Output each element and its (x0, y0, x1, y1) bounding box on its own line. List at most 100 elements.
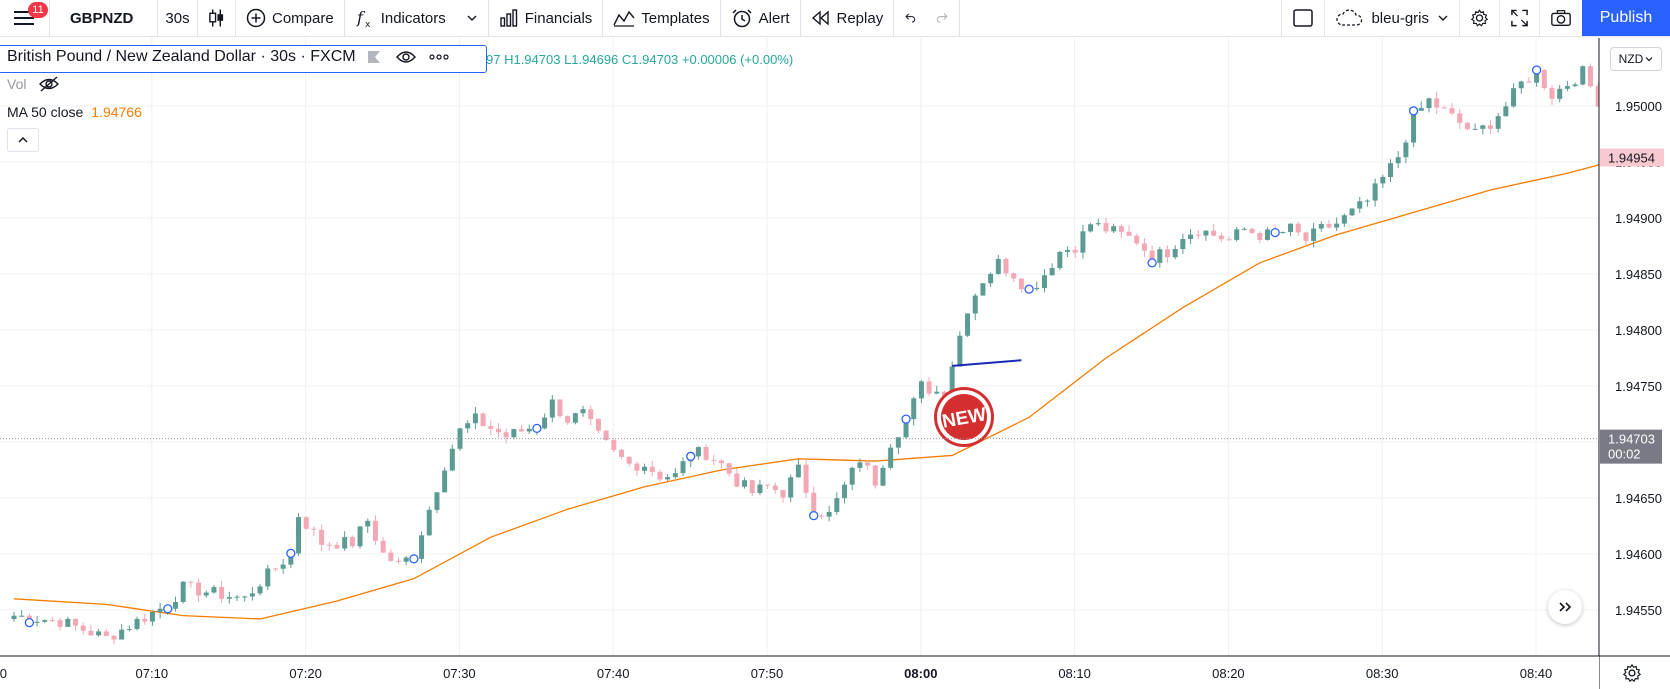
event-marker (24, 617, 35, 628)
candle-body (1380, 176, 1386, 184)
candle-body (880, 467, 886, 486)
templates-button[interactable]: Templates (603, 0, 721, 36)
candle-body (526, 428, 532, 432)
candle-body (49, 620, 55, 622)
candle-body (1372, 183, 1378, 201)
price-tick-label: 1.94900 (1615, 211, 1662, 226)
candle-body (357, 526, 363, 547)
currency-label: NZD (1618, 52, 1644, 66)
fullscreen-button[interactable] (1500, 0, 1540, 36)
candle-body (34, 621, 40, 623)
publish-button[interactable]: Publish (1582, 0, 1670, 36)
candle-body (1211, 230, 1217, 236)
undo-button[interactable] (894, 0, 926, 36)
candle-body (1280, 232, 1286, 234)
compare-button[interactable]: Compare (236, 0, 345, 36)
candle-body (1049, 268, 1055, 276)
financials-button[interactable]: Financials (489, 0, 604, 36)
candle-body (1195, 234, 1201, 236)
series-legend[interactable]: British Pound / New Zealand Dollar · 30s… (7, 48, 450, 66)
candle-body (626, 456, 632, 464)
rewind-icon (811, 10, 829, 26)
replay-button[interactable]: Replay (801, 0, 895, 36)
candle-body (511, 429, 517, 438)
layout-button[interactable] (1281, 0, 1326, 36)
candle-body (11, 615, 17, 620)
candle-body (903, 419, 909, 438)
trendline-layer (952, 359, 1022, 367)
templates-icon (613, 10, 635, 27)
candle-body (1388, 163, 1394, 177)
candle-body (865, 462, 871, 466)
main-menu-button[interactable]: 11 (0, 0, 50, 36)
time-tick-label: 08:10 (1058, 666, 1091, 681)
candle-body (1564, 86, 1570, 89)
interval-button[interactable]: 30s (158, 0, 198, 36)
candle-body (495, 428, 501, 433)
price-chart[interactable]: NEW 1.945501.946001.946501.947001.947501… (0, 38, 1670, 689)
candle-body (649, 466, 655, 472)
candle-body (765, 484, 771, 486)
price-axis[interactable]: 1.945501.946001.946501.947001.947501.948… (1598, 38, 1670, 689)
event-marker (1147, 258, 1157, 268)
time-tick-label: 07:30 (443, 666, 476, 681)
event-marker (532, 423, 542, 434)
layout-save-button[interactable]: bleu-gris (1325, 0, 1460, 36)
candle-body (1580, 66, 1586, 85)
price-tick-label: 1.94750 (1615, 379, 1662, 394)
candle-body (1188, 234, 1194, 240)
volume-legend[interactable]: Vol (7, 76, 60, 92)
candle-body (1426, 98, 1432, 109)
redo-button[interactable] (926, 0, 961, 36)
hamburger-icon (13, 11, 34, 25)
legend-collapse-button[interactable] (7, 128, 39, 152)
scroll-to-realtime-button[interactable] (1548, 590, 1582, 624)
double-chevron-right-icon (1559, 602, 1572, 612)
candle-body (1595, 86, 1601, 107)
candle-body (1349, 208, 1355, 216)
currency-selector[interactable]: NZD (1610, 47, 1662, 71)
settings-button[interactable] (1460, 0, 1500, 36)
candles-layer (11, 63, 1655, 645)
more-icon[interactable] (428, 49, 450, 65)
candle-body (403, 557, 409, 562)
symbol-search-button[interactable]: GBPNZD (50, 0, 158, 36)
flag-icon[interactable] (366, 49, 382, 65)
candle-body (995, 258, 1001, 274)
chart-settings-button[interactable] (1622, 663, 1642, 688)
ma-legend[interactable]: MA 50 close 1.94766 (7, 104, 142, 120)
price-tick-label: 1.94850 (1615, 267, 1662, 282)
candle-body (980, 283, 986, 296)
candle-body (780, 490, 786, 498)
redo-icon (937, 13, 948, 23)
candle-body (419, 535, 425, 559)
fullscreen-icon (1511, 9, 1528, 27)
candle-body (857, 462, 863, 468)
candle-body (988, 273, 994, 284)
indicators-label: Indicators (380, 9, 446, 27)
chevron-down-icon (467, 15, 477, 21)
eye-icon[interactable] (395, 49, 416, 65)
candle-body (1364, 200, 1370, 202)
eye-hidden-icon[interactable] (38, 76, 60, 92)
sticker-inner (941, 394, 987, 440)
candle-body (1011, 273, 1017, 279)
candle-body (603, 430, 609, 440)
alert-button[interactable]: Alert (721, 0, 801, 36)
time-axis-bg (0, 656, 1599, 689)
candle-body (126, 628, 132, 630)
chart-type-button[interactable] (198, 0, 236, 36)
candle-body (726, 463, 732, 474)
candle-body (380, 540, 386, 553)
candle-body (219, 587, 225, 599)
legend-highlight-box[interactable] (0, 45, 487, 73)
time-axis[interactable]: :00 07:10 07:20 07:30 07:40 07:50 08:00 08:10 08… (0, 655, 1670, 689)
chevron-down-icon (1645, 57, 1653, 62)
camera-icon (1551, 10, 1571, 27)
candle-body (1065, 249, 1071, 252)
candle-body (242, 596, 248, 598)
candle-body (1395, 157, 1401, 164)
snapshot-button[interactable] (1540, 0, 1582, 36)
